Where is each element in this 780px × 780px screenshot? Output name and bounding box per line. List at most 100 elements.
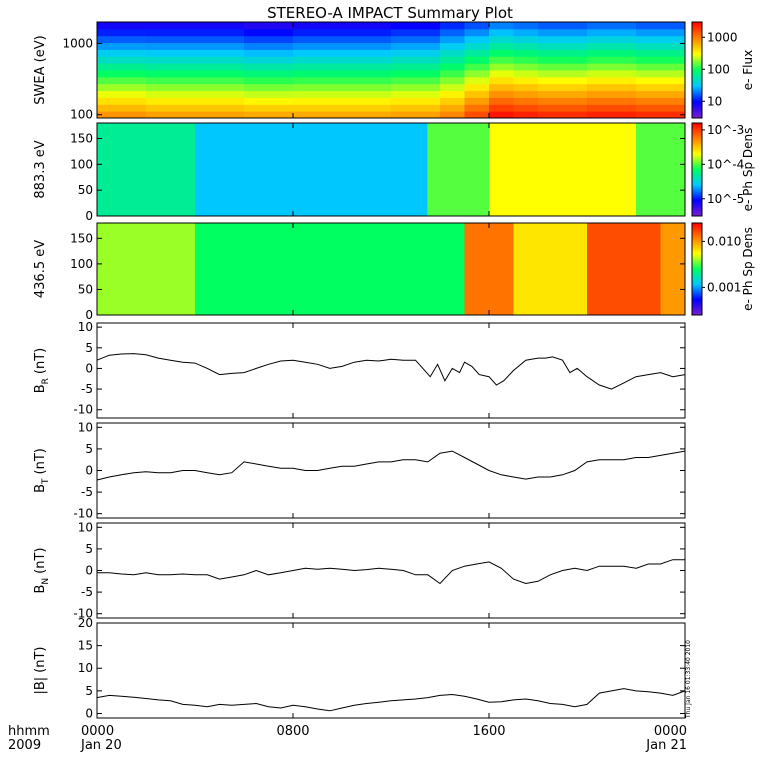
heatmap-cell: [244, 90, 294, 98]
y-axis-label-main: 883.3 eV: [33, 140, 48, 198]
heatmap-cell: [146, 90, 196, 98]
heatmap-cell: [391, 22, 441, 30]
heatmap-cell: [464, 56, 490, 64]
heatmap-cell: [440, 63, 465, 71]
heatmap-cell: [513, 97, 539, 105]
y-axis-label-main: |B|: [33, 677, 48, 695]
heatmap-cell: [636, 42, 686, 50]
heatmap-cell: [440, 42, 465, 50]
heatmap-cell: [293, 111, 343, 119]
heatmap-segment: [513, 223, 587, 315]
y-tick-label: 150: [70, 132, 93, 146]
colorbar-label: e- Ph Sp Dens: [741, 128, 755, 212]
heatmap-cell: [464, 22, 490, 30]
y-tick-label: 20: [78, 616, 93, 630]
heatmap-cell: [146, 63, 196, 71]
y-axis-label-main: B: [33, 484, 48, 493]
heatmap-cell: [587, 97, 637, 105]
panel-frame: [96, 322, 686, 419]
y-axis-label-unit: (nT): [33, 448, 48, 474]
heatmap-cell: [489, 76, 514, 85]
heatmap-cell: [146, 28, 196, 37]
heatmap-cell: [489, 35, 514, 44]
heatmap-cell: [636, 63, 686, 71]
heatmap-cell: [538, 97, 588, 105]
heatmap-segment: [489, 123, 636, 216]
y-axis-label: 436.5 eV: [33, 240, 48, 298]
panel-4: -10 -5 0 5 10 BT (nT): [33, 420, 686, 521]
heatmap-cell: [391, 97, 441, 105]
heatmap-cell: [391, 42, 441, 50]
colorbar: [691, 21, 703, 119]
y-tick-label: 5: [85, 442, 93, 456]
heatmap-cell: [489, 90, 514, 98]
y-axis-label-unit: (nT): [33, 646, 48, 672]
heatmap-cell: [342, 22, 392, 30]
y-tick-label: 5: [85, 684, 93, 698]
heatmap-cell: [391, 56, 441, 64]
y-tick-label: 0: [85, 308, 93, 322]
heatmap-cell: [244, 83, 294, 92]
plot-title: STEREO-A IMPACT Summary Plot: [267, 4, 513, 22]
panel-3: -10 -5 0 5 10 BR (nT): [33, 320, 686, 419]
heatmap-cell: [244, 28, 294, 37]
heatmap-cell: [342, 42, 392, 50]
y-axis-label: 883.3 eV: [33, 140, 48, 198]
y-tick-label: -5: [81, 382, 93, 396]
heatmap-cell: [195, 104, 245, 112]
x-axis-label-year: 2009: [8, 738, 41, 753]
heatmap-cell: [195, 76, 245, 85]
heatmap-cell: [293, 90, 343, 98]
heatmap-cell: [587, 63, 637, 71]
heatmap-cell: [195, 28, 245, 37]
x-tick-label: 1600: [472, 724, 505, 739]
heatmap-cell: [636, 28, 686, 37]
y-tick-label: -10: [73, 403, 93, 417]
heatmap-segment: [660, 223, 685, 315]
heatmap-cell: [636, 76, 686, 85]
y-tick-label: 50: [78, 282, 93, 296]
y-tick-label: 50: [78, 183, 93, 197]
heatmap-cell: [513, 35, 539, 44]
heatmap-cell: [97, 76, 147, 85]
heatmap-cell: [391, 90, 441, 98]
heatmap-cell: [636, 83, 686, 92]
heatmap-cell: [440, 90, 465, 98]
y-tick-label: 10: [78, 420, 93, 434]
heatmap-cell: [489, 70, 514, 78]
heatmap-cell: [97, 83, 147, 92]
x-tick-date: Jan 20: [80, 738, 122, 753]
heatmap-cell: [342, 111, 392, 119]
heatmap-cell: [513, 111, 539, 119]
heatmap-cell: [195, 83, 245, 92]
heatmap-cell: [97, 22, 147, 30]
heatmap-cell: [587, 28, 637, 37]
heatmap-cell: [538, 63, 588, 71]
y-tick-label: -5: [81, 585, 93, 599]
heatmap-cell: [513, 83, 539, 92]
heatmap-cell: [636, 104, 686, 112]
heatmap-cell: [513, 28, 539, 37]
heatmap-cell: [464, 28, 490, 37]
y-axis-label: |B| (nT): [33, 646, 48, 694]
heatmap-cell: [440, 49, 465, 57]
heatmap-cell: [146, 49, 196, 57]
heatmap-cell: [587, 42, 637, 50]
heatmap-cell: [538, 90, 588, 98]
colorbar-tick-label: 10^-3: [707, 123, 744, 137]
heatmap-cell: [391, 111, 441, 119]
heatmap-cell: [342, 90, 392, 98]
heatmap-cell: [464, 63, 490, 71]
colorbar-tick-label: 0.010: [707, 234, 741, 248]
heatmap-cell: [195, 42, 245, 50]
colorbar: [691, 122, 703, 217]
heatmap-cell: [489, 104, 514, 112]
heatmap-cell: [146, 35, 196, 44]
heatmap-cell: [342, 76, 392, 85]
heatmap-cell: [440, 28, 465, 37]
heatmap-cell: [146, 70, 196, 78]
heatmap-cell: [391, 28, 441, 37]
y-tick-label: 0: [85, 209, 93, 223]
y-tick-label: 10: [78, 320, 93, 334]
heatmap-cell: [97, 49, 147, 57]
